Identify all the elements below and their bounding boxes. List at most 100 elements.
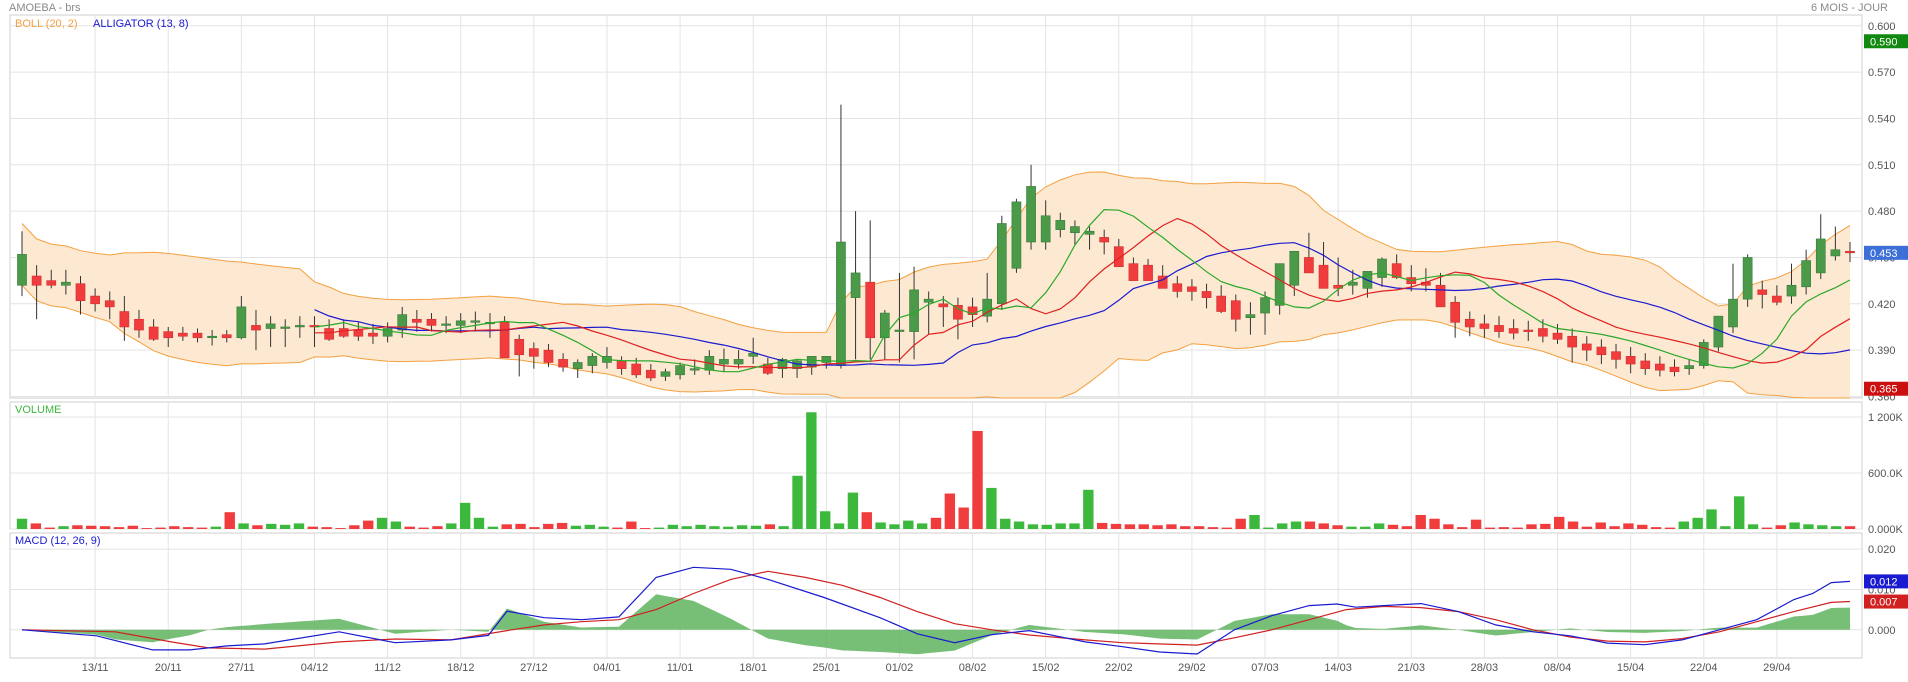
candle-down bbox=[163, 326, 174, 348]
candle-body bbox=[1450, 301, 1460, 323]
volume-bar bbox=[1290, 521, 1302, 529]
volume-bar bbox=[196, 527, 208, 529]
volume-bar bbox=[44, 527, 55, 529]
upper-band-marker-text: 0.590 bbox=[1870, 36, 1898, 48]
candle-up bbox=[1260, 291, 1270, 335]
volume-bar bbox=[169, 526, 180, 529]
candle-down bbox=[1143, 259, 1153, 281]
volume-bar bbox=[1332, 525, 1343, 529]
signal-value-marker: 0.007 bbox=[1864, 594, 1908, 609]
volume-bar bbox=[1277, 523, 1288, 529]
volume-bar bbox=[252, 525, 263, 529]
volume-tick-label: 600.0K bbox=[1868, 468, 1904, 480]
candle-down bbox=[1611, 343, 1621, 369]
volume-bar bbox=[584, 524, 595, 529]
candle-up bbox=[1274, 263, 1285, 315]
x-tick-label: 15/02 bbox=[1032, 662, 1060, 674]
volume-bar bbox=[778, 526, 789, 529]
candle-up bbox=[675, 362, 685, 380]
candle-body bbox=[1274, 263, 1285, 306]
signal-value-marker-bg bbox=[1864, 594, 1908, 609]
candle-body bbox=[1070, 226, 1080, 234]
volume-bar bbox=[473, 517, 485, 529]
volume-bar bbox=[681, 526, 692, 529]
upper-band-marker: 0.590 bbox=[1864, 34, 1908, 49]
chart-period: 6 MOIS - JOUR bbox=[1810, 2, 1888, 14]
legend-macd: MACD (12, 26, 9) bbox=[15, 535, 101, 547]
candle-down bbox=[1772, 285, 1782, 306]
volume-bar bbox=[182, 527, 194, 529]
candle-body bbox=[1684, 365, 1694, 369]
panel-frame bbox=[9, 532, 1863, 659]
volume-bar bbox=[1318, 523, 1329, 529]
volume-bar bbox=[958, 507, 969, 529]
x-tick-label: 22/04 bbox=[1690, 662, 1718, 674]
candle-body bbox=[1391, 263, 1402, 278]
candle-body bbox=[1260, 297, 1270, 314]
volume-bar bbox=[1470, 519, 1482, 529]
volume-bar bbox=[1124, 524, 1136, 529]
candle-up bbox=[850, 211, 861, 360]
candle-down bbox=[148, 319, 159, 341]
candle-down bbox=[1304, 232, 1314, 274]
volume-bar bbox=[1484, 527, 1496, 529]
candle-down bbox=[1230, 294, 1241, 332]
candle-body bbox=[1786, 284, 1797, 297]
candle-body bbox=[953, 305, 963, 320]
volume-bar bbox=[1761, 527, 1773, 529]
volume-bar bbox=[349, 525, 360, 529]
macd-value-marker-bg bbox=[1864, 574, 1908, 589]
candle-down bbox=[1201, 283, 1212, 309]
candle-up bbox=[236, 296, 247, 340]
volume-bar bbox=[293, 523, 305, 529]
candle-down bbox=[1655, 356, 1665, 377]
volume-bar bbox=[764, 524, 776, 529]
candle-body bbox=[1026, 186, 1036, 243]
bollinger-band-fill bbox=[22, 172, 1850, 398]
macd-panel bbox=[21, 566, 1851, 655]
candle-body bbox=[1187, 286, 1197, 292]
candle-up bbox=[1377, 257, 1387, 287]
candle-body bbox=[31, 275, 42, 286]
volume-bar bbox=[570, 525, 582, 529]
price-tick-label: 0.600 bbox=[1868, 21, 1896, 33]
volume-bar bbox=[1844, 526, 1856, 529]
macd-line bbox=[21, 566, 1851, 655]
candlesticks bbox=[17, 104, 1855, 382]
x-tick-label: 04/12 bbox=[301, 662, 329, 674]
volume-bar bbox=[1540, 523, 1551, 529]
candle-down bbox=[558, 353, 568, 372]
candle-body bbox=[207, 335, 217, 339]
volume-bar bbox=[709, 526, 720, 529]
candle-down bbox=[1479, 314, 1490, 338]
volume-bar bbox=[390, 521, 402, 529]
candle-body bbox=[426, 318, 437, 326]
volume-bar bbox=[1429, 518, 1440, 529]
volume-bar bbox=[1401, 526, 1413, 529]
volume-bar bbox=[363, 520, 374, 529]
candle-body bbox=[572, 362, 583, 369]
candle-up bbox=[1084, 226, 1095, 250]
volume-bar bbox=[916, 523, 928, 529]
volume-bar bbox=[626, 521, 637, 529]
candle-body bbox=[1523, 329, 1534, 332]
volume-bar bbox=[1512, 527, 1523, 529]
candle-up bbox=[61, 269, 71, 295]
candle-down bbox=[1157, 265, 1168, 289]
candle-down bbox=[953, 297, 963, 340]
volume-bar bbox=[1096, 522, 1108, 529]
volume-bar bbox=[58, 526, 69, 529]
candle-body bbox=[616, 360, 627, 369]
candle-up bbox=[1055, 212, 1066, 238]
volume-bar bbox=[1692, 517, 1703, 529]
candle-down bbox=[1625, 347, 1636, 374]
volume-bar bbox=[127, 525, 138, 529]
volume-bar bbox=[404, 526, 415, 529]
volume-bar bbox=[72, 525, 83, 529]
candle-body bbox=[17, 254, 27, 286]
candle-down bbox=[90, 288, 100, 312]
candle-body bbox=[1567, 335, 1577, 348]
volume-bar bbox=[972, 430, 983, 529]
candle-down bbox=[1099, 229, 1110, 255]
legend-alligator: ALLIGATOR (13, 8) bbox=[93, 18, 189, 30]
